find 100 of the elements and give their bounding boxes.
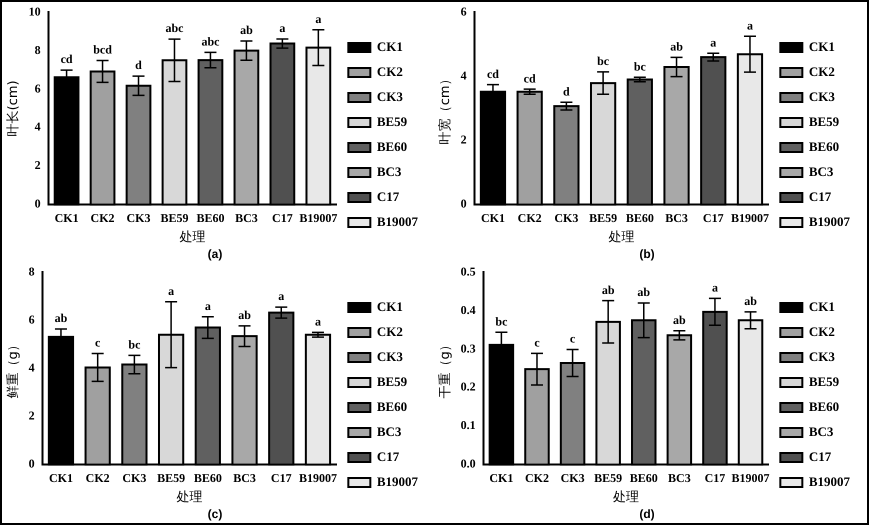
y-tick-label: 6: [460, 4, 467, 18]
x-tick-label: C17: [702, 210, 724, 225]
x-tick-label: BE59: [160, 210, 188, 225]
y-tick-label: 0: [34, 196, 41, 211]
data-label: cd: [486, 66, 500, 81]
x-tick-label: BC3: [665, 210, 688, 225]
data-label: abc: [201, 34, 220, 49]
x-tick-label: BE60: [196, 210, 224, 225]
y-tick-label: 8: [28, 264, 35, 278]
data-label: a: [204, 298, 211, 313]
x-tick-label: CK3: [126, 210, 151, 225]
y-tick-label: 0.1: [460, 418, 476, 432]
legend-label: C17: [808, 448, 832, 464]
x-tick-label: CK1: [489, 470, 514, 485]
x-tick-label: CK1: [48, 470, 73, 485]
y-tick-label: 4: [34, 120, 41, 134]
x-tick-label: C17: [704, 470, 726, 485]
y-tick-label: 2: [34, 158, 41, 172]
legend-label: BE59: [808, 114, 840, 129]
y-tick-label: 4: [28, 360, 35, 374]
legend-label: C17: [376, 448, 400, 464]
legend-label: CK2: [808, 324, 835, 339]
data-label: ab: [744, 294, 758, 308]
data-label: c: [570, 332, 576, 346]
x-tick-label: BC3: [235, 210, 258, 225]
legend-label: CK1: [808, 298, 835, 314]
data-label: ab: [670, 40, 684, 54]
text: (d): [639, 507, 655, 522]
data-label: a: [712, 280, 718, 294]
x-axis-title: 处理: [612, 490, 639, 506]
data-label: bc: [634, 59, 646, 74]
data-label: bc: [597, 54, 610, 68]
x-tick-label: B19007: [732, 470, 770, 485]
legend-label: C17: [808, 188, 832, 204]
x-tick-label: CK3: [554, 210, 578, 225]
data-label: bc: [495, 314, 508, 328]
data-label: a: [278, 289, 284, 304]
legend-label: C17: [376, 188, 400, 204]
y-tick-label: 0.2: [460, 380, 476, 394]
y-tick-label: 0.4: [460, 302, 476, 317]
legend-label: BE60: [808, 398, 840, 414]
x-axis-title: 处理: [176, 490, 202, 506]
data-label: a: [315, 12, 322, 26]
data-label: abc: [165, 21, 184, 36]
data-label: ab: [240, 23, 254, 38]
y-axis-title: 鲜重（g）: [6, 338, 22, 399]
legend-label: BE59: [376, 114, 408, 129]
legend-label: BE60: [376, 398, 408, 414]
y-tick-label: 2: [460, 132, 467, 147]
data-label: c: [534, 335, 540, 350]
x-tick-label: CK3: [560, 470, 585, 485]
x-tick-label: BC3: [233, 470, 256, 485]
data-label: bcd: [93, 42, 112, 57]
legend-label: CK2: [376, 324, 403, 339]
data-label: bc: [128, 338, 142, 352]
y-axis-title: 叶长(cm): [6, 80, 22, 136]
x-tick-label: C17: [272, 210, 293, 225]
x-tick-label: CK2: [524, 470, 549, 485]
data-label: ab: [602, 282, 615, 297]
y-tick-label: 0.5: [460, 264, 476, 278]
x-tick-label: B19007: [298, 470, 337, 485]
legend-label: CK2: [376, 64, 403, 79]
x-tick-label: CK1: [54, 210, 79, 225]
data-label: ab: [54, 311, 68, 326]
data-label: ab: [238, 308, 252, 322]
legend-label: CK1: [376, 38, 403, 54]
data-label: cd: [524, 71, 536, 86]
y-tick-label: 0: [28, 456, 35, 471]
text: (c): [208, 507, 222, 522]
text: (a): [208, 247, 222, 262]
x-tick-label: BE60: [630, 470, 658, 485]
data-label: a: [710, 35, 716, 50]
x-tick-label: CK2: [86, 470, 110, 485]
y-axis-title: 叶宽（cm）: [437, 72, 454, 144]
data-label: d: [135, 58, 142, 72]
legend-label: BC3: [376, 164, 402, 179]
x-tick-label: CK2: [90, 210, 115, 225]
x-tick-label: CK2: [518, 210, 542, 225]
legend-label: CK1: [376, 298, 403, 314]
legend-label: CK3: [808, 88, 836, 104]
x-tick-label: CK3: [122, 470, 146, 485]
data-label: a: [279, 21, 286, 36]
y-axis-title: 干重（g）: [438, 338, 454, 399]
data-label: ab: [673, 312, 686, 327]
data-label: a: [168, 284, 174, 298]
y-tick-label: 6: [34, 81, 41, 96]
legend-label: CK3: [376, 348, 404, 364]
data-label: c: [95, 336, 102, 350]
legend-label: BC3: [808, 424, 834, 439]
data-label: ab: [637, 285, 650, 300]
x-tick-label: B19007: [730, 210, 769, 225]
data-label: a: [314, 314, 321, 328]
legend-label: CK3: [376, 88, 404, 104]
x-tick-label: B19007: [299, 210, 338, 225]
legend-label: BC3: [376, 424, 402, 439]
y-tick-label: 0.3: [460, 341, 476, 356]
legend-label: BE59: [808, 374, 840, 389]
legend-label: CK1: [808, 38, 835, 54]
data-label: d: [563, 84, 570, 98]
legend-label: CK2: [808, 64, 835, 79]
